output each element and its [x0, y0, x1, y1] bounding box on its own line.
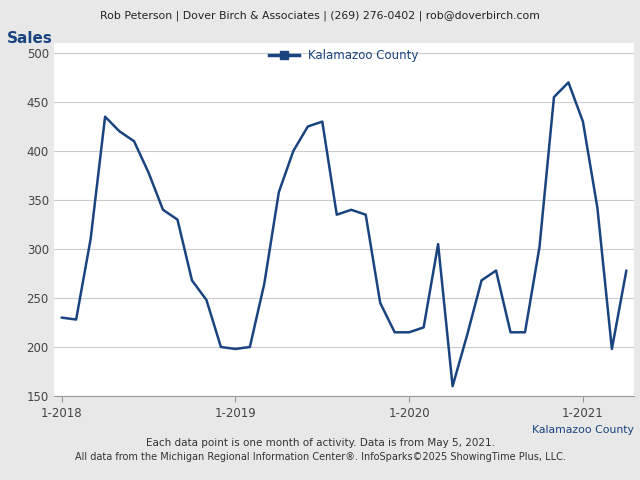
Text: Sales: Sales [6, 31, 52, 46]
Text: All data from the Michigan Regional Information Center®. InfoSparks©2025 Showing: All data from the Michigan Regional Info… [75, 452, 565, 462]
Text: Kalamazoo County: Kalamazoo County [532, 425, 634, 435]
Text: Each data point is one month of activity. Data is from May 5, 2021.: Each data point is one month of activity… [145, 438, 495, 448]
Text: Rob Peterson | Dover Birch & Associates | (269) 276-0402 | rob@doverbirch.com: Rob Peterson | Dover Birch & Associates … [100, 11, 540, 21]
Legend: Kalamazoo County: Kalamazoo County [269, 49, 419, 62]
